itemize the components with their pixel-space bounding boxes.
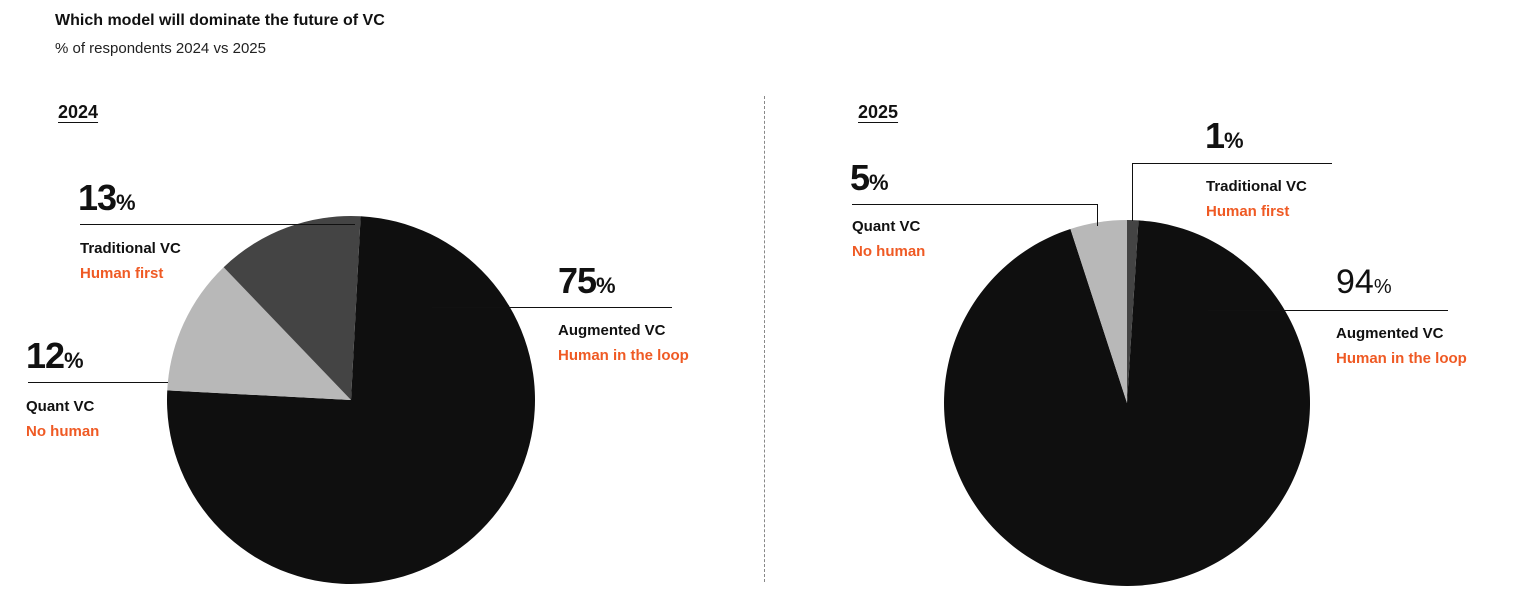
name-2025-quant: Quant VC [852,218,921,235]
pie-slice-2024-augmented-vc [166,216,535,584]
pct-2024-traditional: 13% [78,177,136,218]
pie-slice-2025-traditional-vc [1127,220,1139,403]
name-2025-augmented: Augmented VC [1336,325,1444,342]
leader-2025-augmented [1208,310,1448,311]
label-2024-quant: 12% [26,338,84,374]
label-2024-augmented: 75% [558,263,616,299]
label-2024-traditional: 13% [78,180,136,216]
pct-2025-quant: 5% [850,157,889,198]
name-2024-traditional: Traditional VC [80,240,181,257]
label-2025-traditional: 1% [1205,118,1244,154]
label-2025-augmented-text: Augmented VC Human in the loop [1336,325,1467,367]
leader-2025-traditional [1132,163,1332,164]
label-2024-quant-text: Quant VC No human [26,398,99,440]
pie-slice-2025-quant-vc [1070,220,1127,403]
sub-2025-traditional: Human first [1206,203,1290,220]
pie-2024 [166,215,535,584]
chart-subtitle: % of respondents 2024 vs 2025 [55,40,266,57]
leader-2025-traditional-drop [1132,163,1133,221]
pct-2025-traditional: 1% [1205,115,1244,156]
leader-2024-augmented [432,307,672,308]
year-2025-heading: 2025 [858,102,899,122]
label-2025-augmented: 94% [1336,265,1392,299]
leader-2024-quant [28,382,168,383]
leader-2024-traditional [80,224,355,225]
sub-2024-quant: No human [26,423,100,440]
pie-slice-2024-traditional-vc [223,215,361,400]
pie-slice-2024-quant-vc [167,267,351,400]
sub-2024-augmented: Human in the loop [558,347,689,364]
sub-2025-augmented: Human in the loop [1336,350,1467,367]
leader-2025-quant [852,204,1097,205]
name-2024-quant: Quant VC [26,398,95,415]
label-2024-augmented-text: Augmented VC Human in the loop [558,322,689,364]
pct-2025-augmented: 94% [1336,263,1392,301]
chart-title: Which model will dominate the future of … [55,12,385,29]
label-2025-quant-text: Quant VC No human [852,218,925,260]
pie-2025 [944,220,1311,586]
pct-2024-quant: 12% [26,335,84,376]
year-2024-heading: 2024 [58,102,99,122]
sub-2025-quant: No human [852,243,926,260]
dashed-divider [764,96,765,582]
pct-2024-augmented: 75% [558,260,616,301]
sub-2024-traditional: Human first [80,265,164,282]
label-2025-traditional-text: Traditional VC Human first [1206,178,1307,220]
leader-2025-quant-drop [1097,204,1098,226]
name-2024-augmented: Augmented VC [558,322,666,339]
name-2025-traditional: Traditional VC [1206,178,1307,195]
pie-slice-2025-augmented-vc [944,220,1311,586]
label-2025-quant: 5% [850,160,889,196]
label-2024-traditional-text: Traditional VC Human first [80,240,181,282]
